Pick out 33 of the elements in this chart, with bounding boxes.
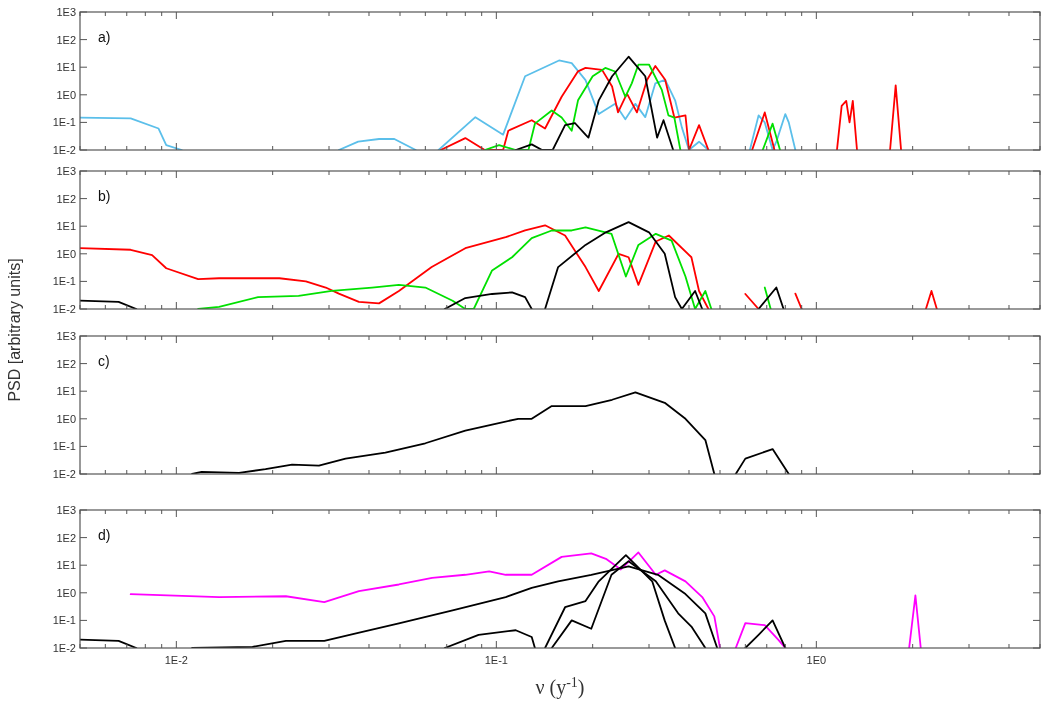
- y-tick-label: 1E-2: [52, 144, 76, 156]
- y-tick-label: 1E2: [56, 33, 76, 46]
- text: c): [98, 353, 110, 369]
- y-tick-label: 1E-2: [52, 468, 76, 480]
- y-tick-label: 1E-1: [52, 614, 76, 627]
- y-tick-label: 1E0: [56, 88, 76, 101]
- y-tick-label: 1E-2: [52, 642, 76, 654]
- text: a): [98, 29, 111, 45]
- y-tick-label: 1E1: [56, 220, 76, 233]
- x-axis-title: ν (y$^{-1}$): [535, 674, 585, 699]
- text: b): [98, 188, 111, 204]
- y-tick-label: 1E-1: [52, 116, 76, 129]
- y-tick-label: 1E2: [56, 192, 76, 205]
- y-tick-label: 1E2: [56, 357, 76, 370]
- y-tick-label: 1E3: [56, 504, 76, 516]
- y-tick-label: 1E-1: [52, 440, 76, 453]
- x-tick-label: 1E0: [806, 654, 827, 666]
- y-tick-label: 1E0: [56, 247, 76, 260]
- y-axis-title: PSD [arbitrary units]: [6, 258, 23, 402]
- y-tick-label: 1E0: [56, 412, 76, 425]
- text: d): [98, 527, 111, 543]
- x-tick-label: 1E-1: [484, 654, 508, 666]
- y-tick-label: 1E3: [56, 330, 76, 342]
- y-tick-label: 1E2: [56, 531, 76, 544]
- y-tick-label: 1E3: [56, 6, 76, 18]
- y-tick-label: 1E1: [56, 385, 76, 398]
- y-tick-label: 1E3: [56, 165, 76, 177]
- y-tick-label: 1E-2: [52, 303, 76, 315]
- y-tick-label: 1E0: [56, 586, 76, 599]
- y-tick-label: 1E1: [56, 61, 76, 74]
- y-tick-label: 1E1: [56, 559, 76, 572]
- x-tick-label: 1E-2: [164, 654, 188, 666]
- y-tick-label: 1E-1: [52, 275, 76, 288]
